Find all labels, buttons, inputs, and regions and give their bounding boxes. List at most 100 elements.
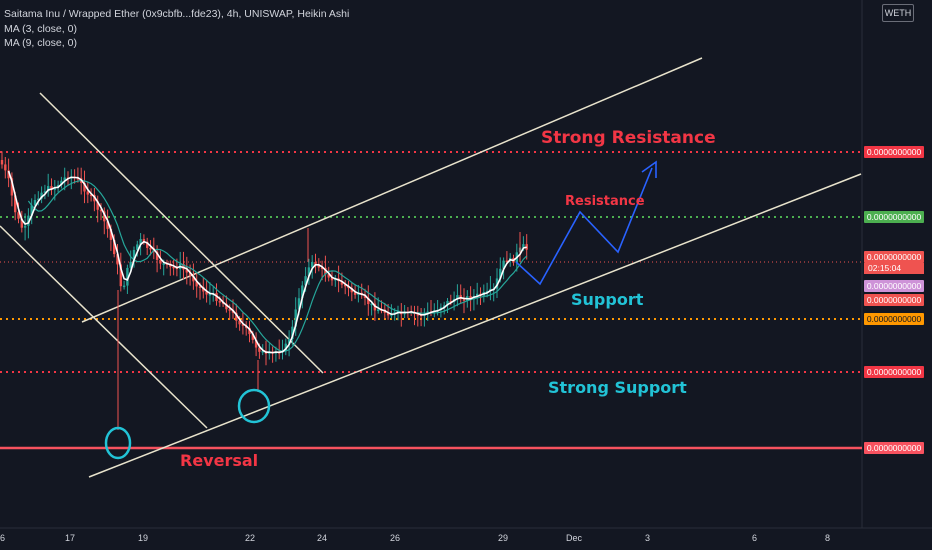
reversal-annotation: Reversal [180, 451, 258, 470]
candle-body [30, 205, 33, 216]
ma3-legend[interactable]: MA (3, close, 0) [4, 22, 77, 35]
candle-body [235, 312, 238, 321]
descending-upper-trendline[interactable] [39, 92, 324, 374]
ma9-legend[interactable]: MA (9, close, 0) [4, 37, 77, 49]
candle-body [7, 170, 10, 179]
strong-support-annotation: Strong Support [548, 378, 687, 397]
resistance-price-tag: 0.0000000000 [864, 211, 924, 223]
candle-body [146, 241, 149, 248]
candle-body [119, 264, 122, 287]
candle-body [462, 299, 466, 301]
chart-legend[interactable]: Saitama Inu / Wrapped Ether (0x9cbfb...f… [4, 7, 349, 51]
candle-body [449, 300, 452, 303]
candle-body [188, 272, 192, 276]
candle-body [258, 347, 261, 352]
candle-body [159, 259, 162, 264]
candle-body [192, 275, 195, 282]
candle-body [14, 195, 17, 213]
candle-body [297, 298, 301, 310]
candle-body [10, 178, 14, 196]
candle-body [386, 312, 390, 316]
candle-body [377, 309, 380, 312]
strong-support-price-tag: 0.0000000000 [864, 366, 924, 378]
candle-body [218, 301, 221, 303]
candle-body [238, 320, 241, 325]
x-tick-label: 22 [245, 533, 255, 543]
candle-body [198, 286, 202, 288]
candle-body [129, 261, 132, 268]
candle-body [353, 292, 357, 295]
candle-body [47, 186, 50, 192]
x-tick-label: 24 [317, 533, 327, 543]
candle-body [311, 261, 314, 268]
candle-body [502, 260, 505, 269]
candle-body [505, 260, 509, 263]
ascending-upper-trendline[interactable] [81, 57, 703, 323]
x-tick-label: 29 [498, 533, 508, 543]
candle-body [340, 281, 344, 285]
candle-body [195, 281, 198, 287]
resistance-annotation: Resistance [565, 194, 645, 209]
candle-body [27, 215, 30, 226]
symbol-title[interactable]: Saitama Inu / Wrapped Ether (0x9cbfb...f… [4, 8, 350, 20]
x-tick-label: 19 [138, 533, 148, 543]
candle-body [122, 285, 126, 288]
candle-body [314, 261, 317, 265]
candle-body [50, 186, 53, 190]
candle-body [327, 274, 330, 278]
quote-currency-badge[interactable]: WETH [882, 4, 914, 22]
candle-body [291, 326, 294, 340]
candle-body [476, 293, 479, 296]
candle-body [225, 303, 228, 310]
candle-body [284, 343, 287, 351]
candle-body [106, 221, 109, 229]
support-annotation: Support [571, 290, 644, 309]
candle-body [251, 334, 254, 340]
candle-body [324, 267, 327, 275]
candle-body [63, 177, 66, 181]
candle-body [499, 268, 502, 279]
candle-body [109, 228, 113, 240]
candle-body [301, 285, 304, 299]
candle-body [149, 247, 152, 250]
candle-body [155, 251, 159, 260]
candle-body [0, 160, 4, 165]
support-price-tag: 0.0000000000 [864, 313, 924, 325]
x-tick-label: 6 [752, 533, 757, 543]
candle-body [485, 290, 489, 293]
candle-body [96, 201, 99, 210]
candle-body [254, 339, 258, 348]
x-tick-label: 6 [0, 533, 5, 543]
time-axis[interactable]: 6 17 19 22 24 26 29 Dec 3 6 8 [0, 533, 830, 543]
candle-body [56, 184, 60, 188]
ma9-line [27, 179, 528, 353]
projection-path[interactable] [515, 167, 653, 286]
candle-body [17, 212, 20, 219]
candle-body [142, 238, 146, 242]
candle-body [307, 267, 311, 277]
candle-body [370, 303, 373, 306]
candle-body [139, 238, 142, 245]
candle-body [33, 200, 37, 206]
strong-support-circle[interactable] [237, 388, 271, 424]
candle-body [113, 239, 116, 255]
x-tick-label: 26 [390, 533, 400, 543]
reversal-circle[interactable] [104, 426, 132, 460]
candle-body [228, 309, 231, 311]
candle-body [132, 249, 136, 262]
candle-body [86, 191, 89, 195]
ma-price-tag: 0.0000000000 [864, 280, 924, 292]
candle-body [40, 192, 43, 199]
descending-lower-trendline[interactable] [0, 225, 208, 429]
strong-resistance-annotation: Strong Resistance [541, 128, 716, 148]
candle-body [469, 296, 472, 300]
candle-body [23, 225, 27, 228]
ascending-lower-trendline[interactable] [88, 173, 862, 478]
ma-price-tag: 0.0000000000 [864, 294, 924, 306]
candle-body [241, 324, 245, 326]
candle-body [294, 309, 297, 327]
x-tick-label: 8 [825, 533, 830, 543]
candle-body [37, 198, 40, 201]
